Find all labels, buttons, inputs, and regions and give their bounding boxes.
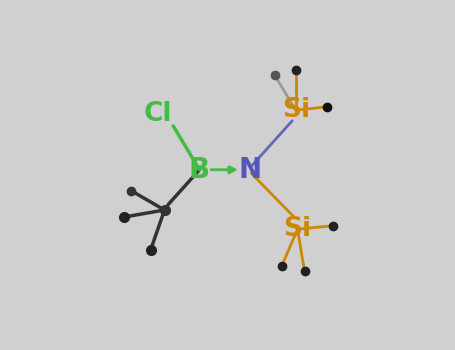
Text: Si: Si — [283, 216, 312, 242]
Text: N: N — [239, 156, 262, 184]
Text: Si: Si — [282, 97, 310, 123]
Text: B: B — [189, 156, 210, 184]
Text: Cl: Cl — [143, 101, 172, 127]
